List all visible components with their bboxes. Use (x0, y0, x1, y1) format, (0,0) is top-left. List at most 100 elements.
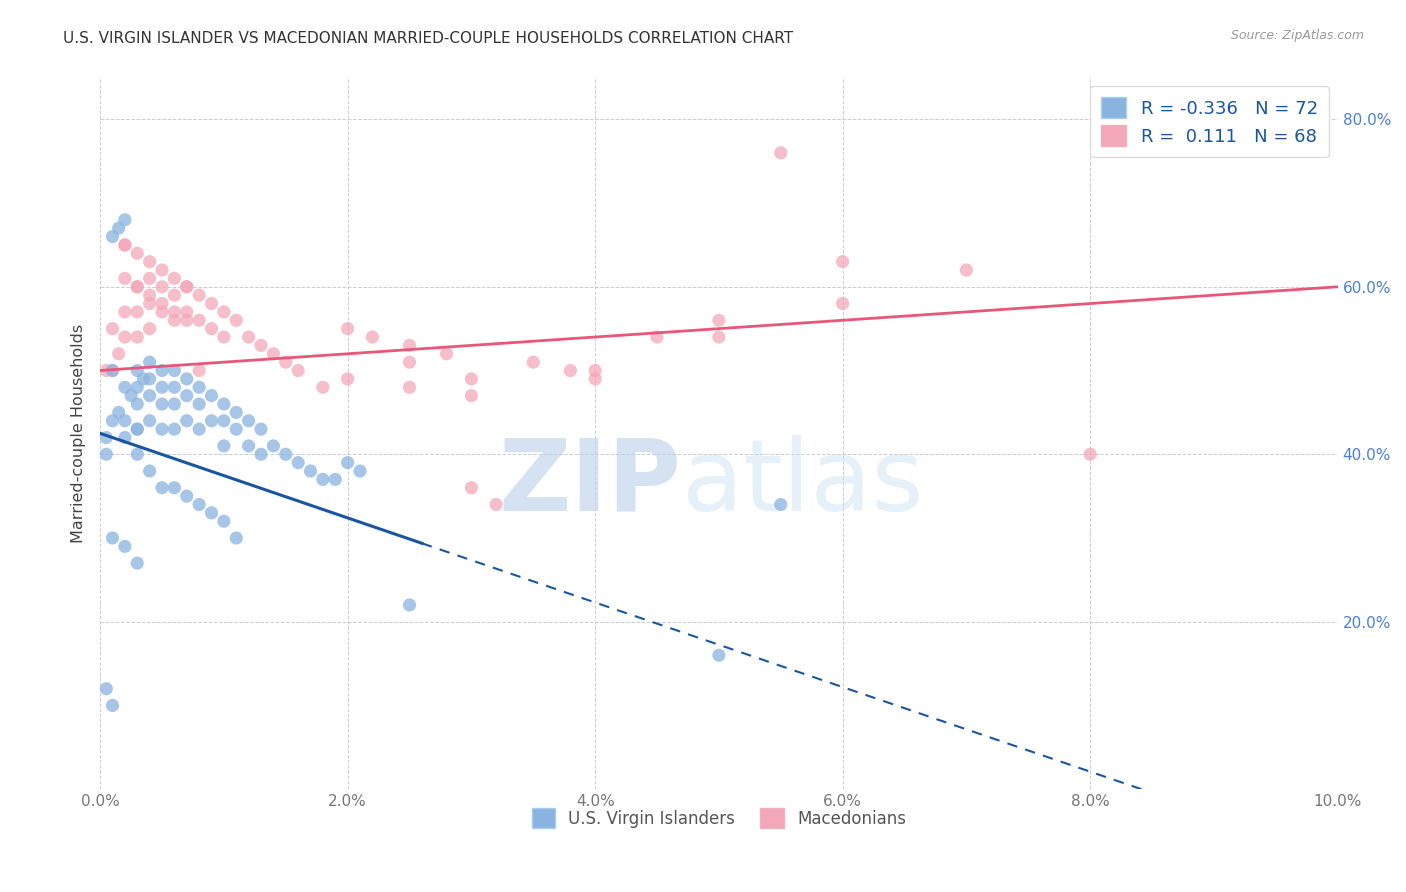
Point (769, 498, 792, 512)
Point (150, 363, 173, 377)
Point (101, 229, 124, 244)
Point (1078, 447, 1101, 461)
Point (188, 288, 211, 302)
Point (127, 330, 149, 344)
Point (560, 363, 582, 377)
Point (522, 355, 544, 369)
Point (583, 372, 606, 386)
Point (163, 305, 186, 319)
Point (127, 397, 149, 411)
Point (176, 414, 198, 428)
Point (225, 405, 247, 419)
Point (138, 288, 160, 302)
Point (96, 363, 118, 377)
Point (107, 405, 129, 419)
Point (101, 698, 124, 713)
Point (645, 330, 668, 344)
Point (398, 338, 420, 352)
Point (138, 372, 160, 386)
Point (349, 464, 371, 478)
Point (114, 380, 136, 394)
Point (114, 212, 136, 227)
Point (132, 372, 155, 386)
Point (127, 447, 149, 461)
Point (707, 313, 730, 327)
Point (583, 363, 606, 377)
Point (176, 489, 198, 503)
Point (150, 263, 173, 277)
Point (138, 414, 160, 428)
Point (323, 472, 346, 486)
Point (138, 254, 160, 268)
Point (707, 330, 730, 344)
Point (101, 363, 124, 377)
Point (138, 296, 160, 310)
Point (163, 288, 186, 302)
Point (225, 313, 247, 327)
Point (96, 681, 118, 696)
Point (200, 414, 222, 428)
Point (114, 330, 136, 344)
Point (238, 330, 260, 344)
Point (188, 363, 211, 377)
Point (114, 271, 136, 285)
Point (274, 447, 297, 461)
Point (138, 321, 160, 335)
Point (101, 414, 124, 428)
Point (163, 397, 186, 411)
Point (107, 221, 129, 235)
Point (212, 439, 235, 453)
Point (114, 238, 136, 252)
Point (398, 355, 420, 369)
Point (299, 464, 322, 478)
Point (163, 380, 186, 394)
Point (460, 481, 482, 495)
Point (176, 280, 198, 294)
Point (176, 372, 198, 386)
Point (188, 498, 211, 512)
Point (96, 430, 118, 444)
Point (114, 305, 136, 319)
Point (127, 363, 149, 377)
Point (769, 145, 792, 160)
Point (150, 422, 173, 436)
Point (127, 280, 149, 294)
Point (200, 296, 222, 310)
Y-axis label: Married-couple Households: Married-couple Households (72, 324, 86, 543)
Point (127, 422, 149, 436)
Point (176, 280, 198, 294)
Point (212, 514, 235, 528)
Point (831, 296, 853, 310)
Point (238, 414, 260, 428)
Point (250, 447, 273, 461)
Point (138, 389, 160, 403)
Point (212, 414, 235, 428)
Point (460, 372, 482, 386)
Point (336, 456, 359, 470)
Point (114, 540, 136, 554)
Point (127, 556, 149, 570)
Point (107, 347, 129, 361)
Point (150, 397, 173, 411)
Point (127, 246, 149, 260)
Point (127, 305, 149, 319)
Point (485, 498, 508, 512)
Point (707, 648, 730, 663)
Point (336, 321, 359, 335)
Point (127, 422, 149, 436)
Point (114, 430, 136, 444)
Point (225, 422, 247, 436)
Point (96, 447, 118, 461)
Point (101, 363, 124, 377)
Point (150, 296, 173, 310)
Point (336, 372, 359, 386)
Point (312, 380, 335, 394)
Point (114, 414, 136, 428)
Point (150, 280, 173, 294)
Point (361, 330, 384, 344)
Point (138, 355, 160, 369)
Point (200, 389, 222, 403)
Point (101, 321, 124, 335)
Point (200, 321, 222, 335)
Point (163, 363, 186, 377)
